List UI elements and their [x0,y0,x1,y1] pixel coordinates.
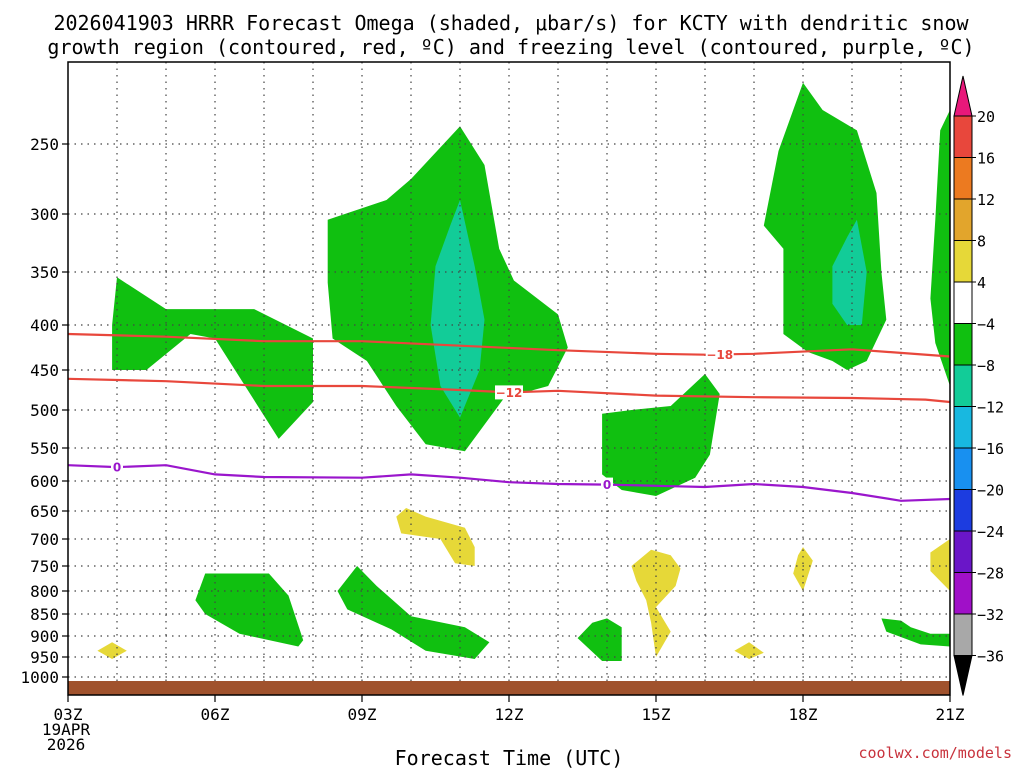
contour-dgz-bottom [67,377,951,404]
label-zero-b: 0 [603,478,611,492]
ytick-label-450: 450 [30,361,59,380]
label-minus18-bg [705,347,734,362]
xtick-label-12Z: 12Z [495,705,524,724]
time-axis: 2026 19APR 03Z 06Z 09Z 12Z 15Z 18Z 21Z [42,695,965,754]
colorbar-label: −36 [977,648,1004,666]
colorbar-band-7 [953,364,973,407]
label-zero-a: 0 [113,461,121,475]
colorbar-bottom-arrow [953,655,973,696]
colorbar: 20 16 12 8 4 −4 −8 −12 −16 −20 −24 −28 −32 −36 [953,75,1004,696]
omega-region-yellow-7 [396,508,475,566]
ytick-label-250: 250 [30,135,59,154]
contour-freezing-level [67,464,951,502]
colorbar-band-5 [953,281,973,324]
label-minus12: −12 [496,386,523,400]
ground-surface [68,681,950,695]
omega-region-green-15 [577,618,622,661]
ytick-label-350: 350 [30,263,59,282]
ytick-label-700: 700 [30,530,59,549]
pressure-axis: 250 300 350 400 450 500 550 600 650 700 750 800 850 9… [20,135,68,687]
ytick-label-500: 500 [30,401,59,420]
colorbar-band-13 [953,613,973,656]
colorbar-band-8 [953,406,973,449]
colorbar-top-arrow [953,75,973,117]
colorbar-band-6 [953,323,973,366]
omega-region-green-16 [881,618,950,647]
colorbar-band-4 [953,240,973,283]
omega-region-yellow-12 [734,642,764,659]
gridlines [68,62,950,681]
label-zero-b-bg [601,477,613,492]
ytick-label-800: 800 [30,582,59,601]
ytick-label-300: 300 [30,205,59,224]
ytick-label-600: 600 [30,472,59,491]
colorbar-label: −24 [977,523,1004,541]
colorbar-band-1 [953,115,973,158]
ytick-label-750: 750 [30,557,59,576]
xtick-label-06Z: 06Z [201,705,230,724]
ytick-label-550: 550 [30,439,59,458]
colorbar-label: 4 [977,274,986,292]
omega-region-green-6 [602,374,720,496]
colorbar-label: −12 [977,399,1004,417]
colorbar-band-11 [953,530,973,573]
ytick-label-1000: 1000 [20,668,59,687]
colorbar-label: 8 [977,233,986,251]
ytick-label-650: 650 [30,502,59,521]
colorbar-band-2 [953,157,973,200]
colorbar-label: 16 [977,150,995,168]
chart-title-line2: growth region (contoured, red, ºC) and f… [47,35,974,59]
date-year-label: 2026 [47,735,86,754]
colorbar-label: −4 [977,316,995,334]
colorbar-label: 12 [977,191,995,209]
xtick-label-21Z: 21Z [936,705,965,724]
omega-region-teal-2 [430,200,485,418]
omega-region-teal-4 [832,219,867,325]
omega-shading [97,82,950,661]
chart-title-line1: 2026041903 HRRR Forecast Omega (shaded, … [53,11,969,35]
label-minus12-bg [495,385,523,400]
colorbar-label: −16 [977,440,1004,458]
credit-link[interactable]: coolwx.com/models [858,744,1012,762]
omega-region-green-14 [337,566,490,659]
temperature-contours: −18 −12 0 0 [67,332,951,502]
colorbar-label: −20 [977,482,1004,500]
colorbar-band-9 [953,447,973,490]
label-zero-a-bg [111,460,123,475]
xtick-label-15Z: 15Z [642,705,671,724]
label-minus18: −18 [706,348,733,362]
omega-region-yellow-11 [97,642,127,659]
ytick-label-400: 400 [30,316,59,335]
colorbar-band-10 [953,489,973,532]
x-axis-label: Forecast Time (UTC) [395,746,624,768]
colorbar-label: −8 [977,357,995,375]
omega-region-green-0 [112,277,313,439]
omega-region-green-5 [930,110,950,386]
colorbar-band-3 [953,198,973,241]
ytick-label-900: 900 [30,627,59,646]
omega-region-yellow-8 [631,549,681,657]
contour-dgz-top [67,332,951,358]
xtick-label-03Z: 03Z [54,705,83,724]
ytick-label-850: 850 [30,605,59,624]
date-day-label: 19APR [42,720,91,739]
ytick-label-950: 950 [30,648,59,667]
xtick-label-18Z: 18Z [789,705,818,724]
omega-region-green-13 [195,573,304,647]
colorbar-label: 20 [977,108,995,126]
omega-region-yellow-10 [930,539,950,591]
xtick-label-09Z: 09Z [348,705,377,724]
colorbar-label: −28 [977,565,1004,583]
colorbar-band-12 [953,572,973,615]
colorbar-label: −32 [977,606,1004,624]
